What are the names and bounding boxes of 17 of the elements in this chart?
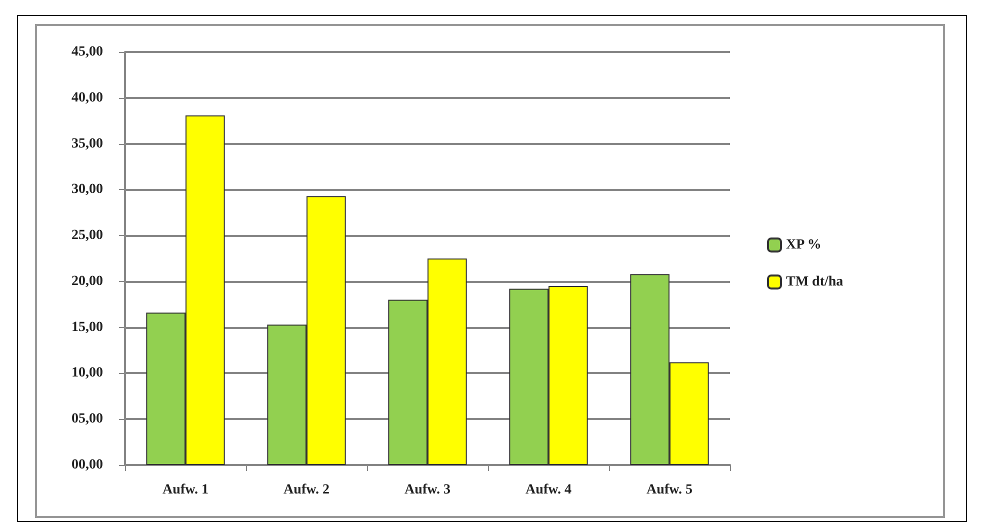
y-tick-label: 35,00 [72, 136, 103, 152]
y-tick-label: 05,00 [72, 412, 103, 427]
legend-label: TM dt/ha [786, 274, 844, 290]
x-tick-label: Aufw. 5 [646, 482, 692, 498]
y-tick-label: 00,00 [72, 458, 103, 472]
y-tick-label: 40,00 [72, 90, 103, 106]
y-tick-label: 45,00 [72, 44, 103, 60]
x-tick-label: Aufw. 3 [404, 482, 450, 498]
y-tick-label: 15,00 [72, 320, 103, 335]
y-tick-label: 30,00 [72, 182, 103, 198]
y-tick-label: 20,00 [72, 274, 103, 289]
y-tick-label: 10,00 [72, 366, 103, 381]
legend-label: XP % [786, 238, 822, 252]
y-tick-label: 25,00 [72, 228, 103, 244]
x-tick-label: Aufw. 1 [162, 482, 208, 498]
x-tick-label: Aufw. 4 [526, 482, 572, 498]
x-tick-label: Aufw. 2 [284, 482, 330, 498]
